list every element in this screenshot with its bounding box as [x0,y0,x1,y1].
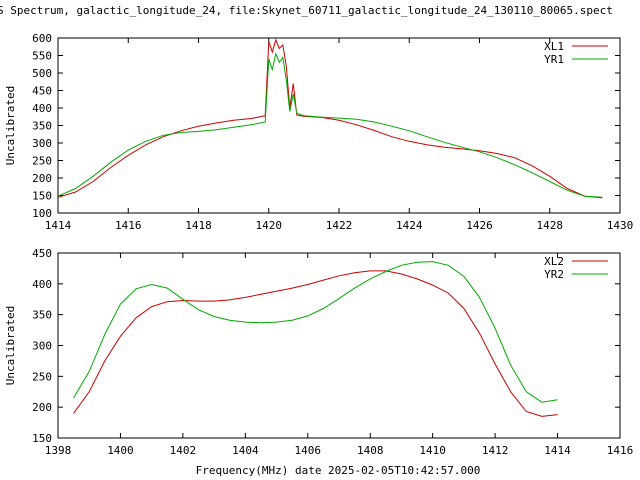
x-tick-label: 1400 [107,444,134,457]
x-tick-label: 1402 [170,444,197,457]
x-axis-label: Frequency(MHz) date 2025-02-05T10:42:57.… [196,464,481,477]
figure-title: S Spectrum, galactic_longitude_24, file:… [0,4,613,17]
y-tick-label: 150 [32,432,52,445]
y-tick-label: 300 [32,340,52,353]
plot-frame [57,37,621,214]
x-tick-label: 1408 [357,444,384,457]
legend-label-yr2: YR2 [544,268,564,281]
series-line-xl2 [73,270,558,417]
y-tick-label: 550 [32,50,52,63]
y-tick-label: 250 [32,370,52,383]
legend-label-xl1: XL1 [544,40,564,53]
x-tick-label: 1426 [466,219,493,232]
y-tick-label: 200 [32,401,52,414]
y-tick-label: 400 [32,102,52,115]
y-tick-label: 400 [32,278,52,291]
y-tick-label: 450 [32,85,52,98]
chart-top: 100 150 200 250 300 350 400 450 500 550 600 1414 141… [4,32,633,232]
y-tick-label: 150 [32,190,52,203]
y-tick-label: 450 [32,247,52,260]
x-tick-label: 1422 [326,219,353,232]
y-tick-label: 100 [32,207,52,220]
x-tick-label: 1404 [232,444,259,457]
x-tick-label: 1418 [185,219,212,232]
y-axis-label: Uncalibrated [4,86,17,165]
y-tick-label: 350 [32,309,52,322]
y-tick-label: 300 [32,137,52,150]
x-tick-label: 1406 [295,444,322,457]
x-tick-label: 1430 [607,219,634,232]
y-tick-label: 350 [32,120,52,133]
x-tick-label: 1416 [115,219,142,232]
plot-frame [57,252,621,439]
legend-label-yr1: YR1 [544,53,564,66]
y-axis-label: Uncalibrated [4,306,17,385]
series-line-yr1 [57,52,603,198]
y-tick-label: 500 [32,67,52,80]
x-tick-label: 1428 [537,219,564,232]
x-tick-label: 1420 [256,219,283,232]
series-line-xl1 [57,38,603,199]
series-line-yr2 [73,261,558,403]
chart-bottom: 150 200 250 300 350 400 450 1398 1400 1402 1404 140… [4,247,633,457]
x-tick-label: 1412 [482,444,509,457]
x-tick-label: 1414 [544,444,571,457]
y-tick-label: 600 [32,32,52,45]
x-tick-label: 1424 [396,219,423,232]
y-tick-label: 200 [32,172,52,185]
x-tick-label: 1414 [45,219,72,232]
x-tick-label: 1398 [45,444,72,457]
x-tick-label: 1416 [607,444,634,457]
y-tick-label: 250 [32,155,52,168]
x-tick-label: 1410 [419,444,446,457]
legend-label-xl2: XL2 [544,255,564,268]
